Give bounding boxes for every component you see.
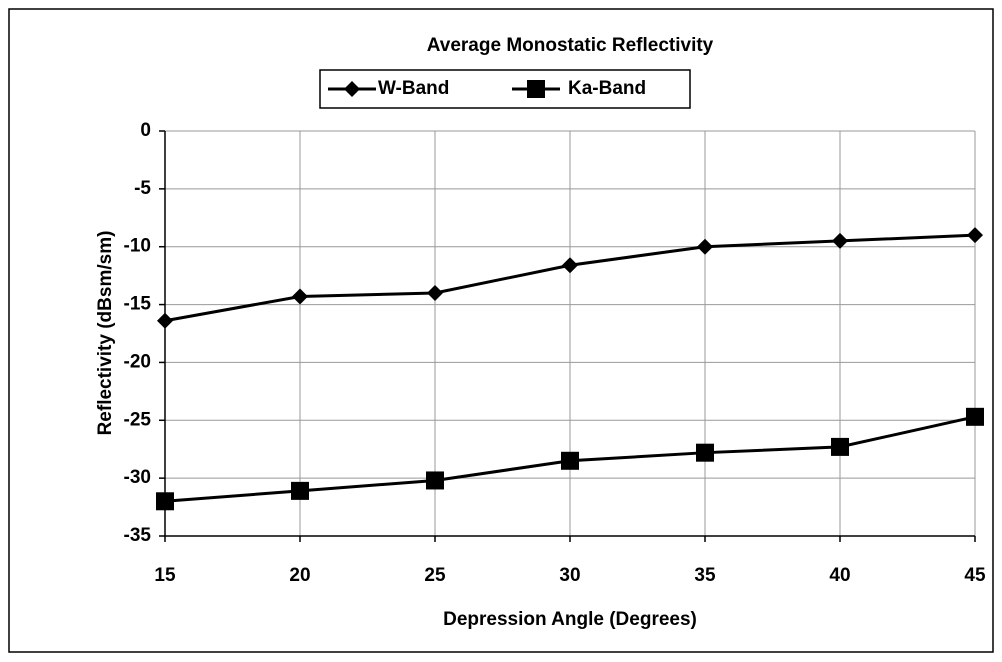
marker [831, 437, 849, 456]
legend-marker [344, 81, 360, 97]
x-tick-label: 35 [694, 565, 716, 586]
y-tick-label: -15 [124, 294, 152, 315]
marker [427, 285, 443, 301]
y-tick-label: -25 [124, 409, 152, 430]
marker [156, 492, 174, 511]
marker [157, 312, 173, 329]
legend-label: W-Band [378, 78, 449, 99]
x-axis-label: Depression Angle (Degrees) [443, 609, 697, 630]
y-tick-label: -35 [124, 525, 152, 546]
y-tick-label: -20 [124, 351, 151, 372]
x-tick-label: 15 [154, 565, 176, 586]
y-tick-label: 0 [140, 120, 151, 141]
x-tick-label: 40 [829, 565, 850, 586]
marker [426, 471, 444, 490]
y-tick-label: -10 [124, 236, 151, 257]
x-tick-label: 25 [424, 565, 446, 586]
x-tick-label: 20 [289, 565, 310, 586]
marker [967, 227, 983, 244]
marker [562, 257, 578, 274]
legend-label: Ka-Band [568, 78, 646, 99]
y-tick-label: -30 [124, 467, 151, 488]
legend-box [319, 69, 691, 109]
chart-title: Average Monostatic Reflectivity [427, 35, 714, 56]
marker [561, 451, 579, 470]
legend-marker [527, 80, 545, 98]
marker [291, 481, 309, 500]
x-tick-label: 45 [964, 565, 986, 586]
x-tick-label: 30 [559, 565, 580, 586]
marker [966, 407, 984, 426]
y-tick-label: -5 [134, 178, 151, 199]
marker [292, 288, 308, 305]
marker [697, 238, 713, 255]
marker [832, 232, 848, 249]
marker [696, 443, 714, 462]
y-axis-label: Reflectivity (dBsm/sm) [95, 231, 116, 436]
chart-frame [8, 8, 994, 653]
